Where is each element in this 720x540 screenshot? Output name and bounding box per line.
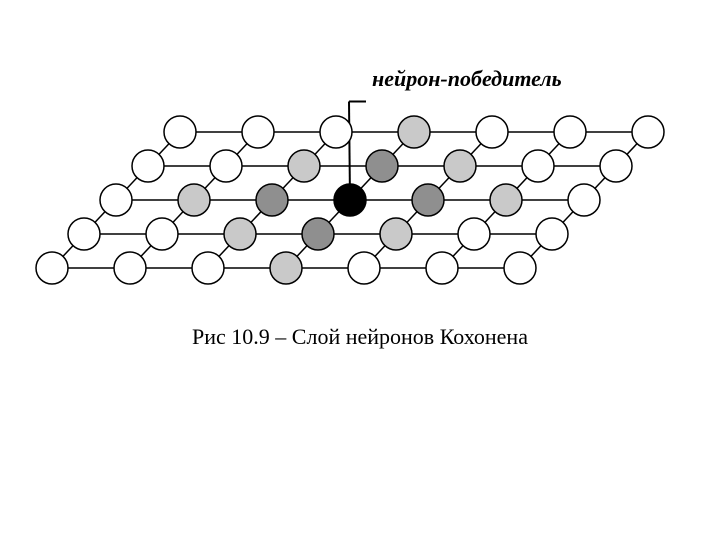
neuron-node	[458, 218, 490, 250]
winner-neuron-label: нейрон-победитель	[372, 66, 562, 92]
neuron-node	[380, 218, 412, 250]
neuron-node	[348, 252, 380, 284]
neuron-node	[210, 150, 242, 182]
neuron-node	[270, 252, 302, 284]
figure-caption: Рис 10.9 – Слой нейронов Кохонена	[0, 324, 720, 350]
neuron-node	[146, 218, 178, 250]
neuron-node	[504, 252, 536, 284]
neuron-node	[178, 184, 210, 216]
neuron-node	[100, 184, 132, 216]
neuron-node	[554, 116, 586, 148]
neuron-node	[256, 184, 288, 216]
kohonen-layer-diagram	[0, 0, 720, 540]
neuron-node	[36, 252, 68, 284]
neuron-node	[164, 116, 196, 148]
neuron-node	[114, 252, 146, 284]
neuron-node	[522, 150, 554, 182]
neuron-node	[288, 150, 320, 182]
neuron-node	[320, 116, 352, 148]
neuron-node	[68, 218, 100, 250]
neuron-node	[632, 116, 664, 148]
winner-neuron-node	[334, 184, 366, 216]
neuron-node	[242, 116, 274, 148]
neuron-node	[192, 252, 224, 284]
neuron-node	[600, 150, 632, 182]
neuron-node	[568, 184, 600, 216]
neuron-node	[302, 218, 334, 250]
neuron-node	[398, 116, 430, 148]
neuron-node	[536, 218, 568, 250]
neuron-node	[366, 150, 398, 182]
neuron-node	[426, 252, 458, 284]
neuron-node	[490, 184, 522, 216]
neuron-node	[132, 150, 164, 182]
neuron-node	[444, 150, 476, 182]
neuron-node	[476, 116, 508, 148]
neuron-node	[412, 184, 444, 216]
figure-wrap: нейрон-победитель Рис 10.9 – Слой нейрон…	[0, 0, 720, 540]
neuron-node	[224, 218, 256, 250]
